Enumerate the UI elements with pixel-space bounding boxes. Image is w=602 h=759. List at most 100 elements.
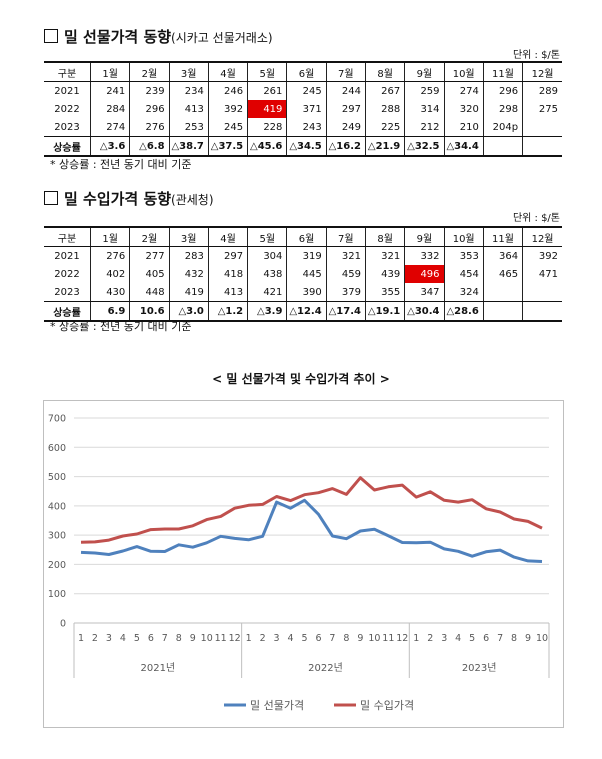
header-cell-month: 2월: [129, 226, 170, 247]
checkbox-square-icon: [44, 191, 58, 205]
table-cell: 241: [90, 81, 131, 100]
table-cell: 432: [168, 265, 209, 283]
table-cell: △28.6: [443, 301, 484, 322]
table-cell: 297: [325, 100, 366, 118]
table-cell: 496: [404, 265, 445, 283]
table-cell: △21.9: [364, 136, 406, 157]
x-tick-label: 7: [162, 633, 168, 644]
header-cell-month: 3월: [168, 61, 209, 82]
x-tick-label: 9: [525, 633, 531, 644]
table-cell: △45.6: [247, 136, 288, 157]
table-cell: [522, 118, 562, 137]
x-group-label: 2023년: [462, 662, 497, 674]
table-cell: 332: [404, 246, 445, 265]
x-tick-label: 12: [396, 633, 408, 644]
table-cell: △34.5: [286, 136, 327, 157]
table-cell: △37.5: [207, 136, 249, 157]
table-cell: △3.6: [89, 136, 131, 157]
table-cell: △12.4: [286, 301, 327, 322]
row-label: 2023: [44, 118, 91, 137]
y-tick-label: 500: [48, 472, 66, 483]
table-cell: 304: [247, 246, 288, 265]
x-tick-label: 8: [511, 633, 517, 644]
x-tick-label: 11: [382, 633, 394, 644]
x-tick-label: 2: [260, 633, 266, 644]
table-cell: 284: [89, 100, 131, 118]
import-price-table: 구분 1월 2월 3월 4월 5월 6월 7월 8월 9월 10월 11월 12월 2021 276 277…: [44, 226, 562, 322]
header-cell-category: 구분: [44, 226, 91, 247]
table-cell: 276: [129, 118, 170, 137]
table-cell: [522, 283, 562, 302]
y-tick-label: 700: [48, 414, 66, 425]
header-cell-month: 4월: [207, 226, 249, 247]
header-cell-month: 8월: [364, 61, 406, 82]
table-cell: 445: [286, 265, 327, 283]
table-cell: △1.2: [207, 301, 249, 322]
table-cell: 319: [286, 246, 327, 265]
table-cell: 289: [538, 85, 558, 97]
table-cell: △32.5: [404, 136, 445, 157]
x-tick-label: 7: [329, 633, 335, 644]
table-cell: 324: [443, 283, 484, 302]
x-tick-label: 1: [246, 633, 252, 644]
table-cell: [482, 136, 524, 157]
table-cell: [482, 301, 524, 322]
x-tick-label: 8: [176, 633, 182, 644]
table-cell: △6.8: [129, 136, 170, 157]
section1-title: 밀 선물가격 동향(시카고 선물거래소): [44, 26, 273, 47]
table-cell: 454: [443, 265, 484, 283]
header-cell-month: 5월: [247, 61, 288, 82]
table-cell: 239: [129, 81, 170, 100]
table-cell: 249: [325, 118, 366, 137]
table-row: 2023 430 448 419 413 421 390 379 355 347 324: [44, 283, 562, 302]
row-label: 2022: [44, 100, 91, 118]
table-cell: 246: [208, 81, 249, 100]
series-line: [80, 498, 543, 563]
x-tick-label: 8: [343, 633, 349, 644]
table-cell: 353: [444, 246, 484, 265]
row-label: 2021: [44, 81, 91, 100]
table-cell: 430: [89, 283, 131, 302]
header-cell-month: 1월: [89, 226, 131, 247]
table-cell: 314: [404, 100, 445, 118]
x-tick-label: 10: [536, 633, 548, 644]
table-cell: △34.4: [443, 136, 484, 157]
x-tick-label: 5: [301, 633, 307, 644]
x-tick-label: 6: [483, 633, 489, 644]
table-cell: 261: [247, 81, 288, 100]
table-cell: [482, 283, 524, 302]
header-cell-month: 12월: [522, 226, 562, 247]
table-cell: 355: [364, 283, 406, 302]
table-row: 2021 241 239 234 246 261 245 244 267 259 274 296 289: [44, 81, 562, 100]
x-tick-label: 3: [106, 633, 112, 644]
table-cell: 413: [207, 283, 249, 302]
row-label: 2022: [44, 265, 91, 283]
table-cell: 413: [168, 100, 209, 118]
header-cell-month: 5월: [247, 226, 288, 247]
table-cell: 392: [538, 250, 558, 262]
table-cell: △30.4: [404, 301, 445, 322]
table-row: 2022 402 405 432 418 438 445 459 439 496 454 465 471: [44, 265, 562, 283]
x-tick-label: 5: [469, 633, 475, 644]
section2-title: 밀 수입가격 동향(관세청): [44, 188, 214, 209]
table-cell: 419: [247, 100, 288, 118]
row-label: 2021: [44, 246, 91, 265]
table-cell: 419: [168, 283, 209, 302]
header-cell-month: 7월: [325, 226, 366, 247]
series-line: [80, 476, 543, 544]
table-cell: 296: [483, 81, 524, 100]
table-cell: 244: [326, 81, 366, 100]
table-cell: 438: [247, 265, 288, 283]
table-header-row: 구분 1월 2월 3월 4월 5월 6월 7월 8월 9월 10월 11월 12월: [44, 226, 562, 247]
header-cell-month: 11월: [482, 226, 524, 247]
chart-container: 0 100 200 300 400 500 600 700 1 2 3 4 5 6 7 8 9 10 11 12 1 2 3…: [43, 400, 564, 728]
y-tick-label: 100: [48, 589, 66, 600]
table-cell: 210: [443, 118, 484, 137]
table-cell: 212: [404, 118, 445, 137]
header-cell-month: 4월: [207, 61, 249, 82]
header-cell-month: 12월: [522, 61, 562, 82]
legend-label: 밀 수입가격: [360, 699, 414, 712]
table-cell: 465: [482, 265, 524, 283]
table-cell: 225: [364, 118, 406, 137]
x-tick-label: 6: [315, 633, 321, 644]
